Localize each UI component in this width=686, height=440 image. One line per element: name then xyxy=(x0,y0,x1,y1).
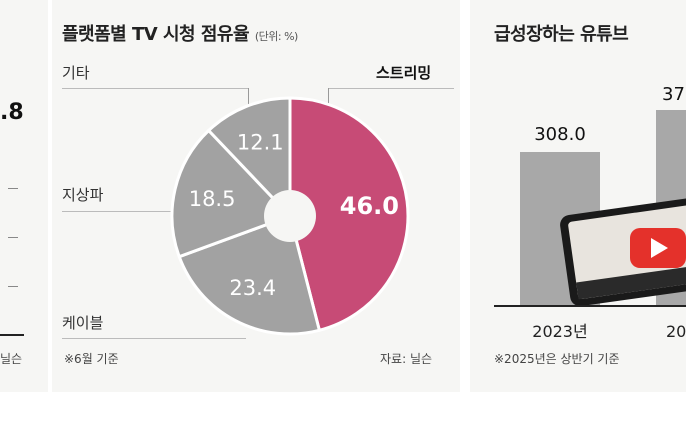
pie-footnote: ※6월 기준 xyxy=(64,352,119,366)
leader-other-v xyxy=(248,88,249,118)
bar-footnote: ※2025년은 상반기 기준 xyxy=(494,352,620,366)
pie-slice xyxy=(170,128,293,259)
bar-title: 급성장하는 유튜브 xyxy=(494,24,629,45)
leader-streaming-h xyxy=(328,88,454,89)
pie-value-label: 23.4 xyxy=(229,276,276,300)
leader-terrestrial xyxy=(62,211,182,212)
pie-slice xyxy=(288,96,410,333)
pie-value-label: 18.5 xyxy=(189,187,236,211)
pie-value-label: 12.1 xyxy=(237,131,284,155)
pie-title-row: 플랫폼별 TV 시청 점유율 (단위: %) xyxy=(62,20,298,46)
left-panel xyxy=(0,0,48,392)
leader-cable xyxy=(62,338,246,339)
left-source-partial: 닐슨 xyxy=(0,352,23,366)
pie-title: 플랫폼별 TV 시청 점유율 xyxy=(62,24,250,45)
label-streaming: 스트리밍 xyxy=(376,64,432,82)
label-terrestrial: 지상파 xyxy=(62,186,104,204)
left-gridline xyxy=(8,286,18,287)
bar-x-label: 2023년 xyxy=(532,322,587,341)
label-other: 기타 xyxy=(62,64,90,82)
label-cable: 케이블 xyxy=(62,314,104,332)
pie-slice xyxy=(206,96,292,220)
youtube-play-icon xyxy=(630,228,686,268)
leader-other-h xyxy=(62,88,248,89)
bottom-band xyxy=(0,392,686,440)
bar-value-partial: 37 xyxy=(662,84,685,105)
pie-slice xyxy=(177,214,322,336)
bar-year-partial: 20 xyxy=(666,322,686,341)
left-value-partial: .8 xyxy=(0,100,24,125)
pie-hole xyxy=(264,190,316,242)
left-gridline xyxy=(8,188,18,189)
pie-unit: (단위: %) xyxy=(254,30,298,43)
pie-value-label: 46.0 xyxy=(340,192,399,220)
pie-source: 자료: 닐슨 xyxy=(380,352,433,366)
left-baseline xyxy=(0,334,24,336)
bar-chart: 308.0 37 2023년 20 xyxy=(494,84,686,341)
left-gridline xyxy=(8,237,18,238)
bar-value-label: 308.0 xyxy=(534,124,586,145)
pie-chart: 46.0 23.4 18.5 12.1 xyxy=(170,96,410,336)
